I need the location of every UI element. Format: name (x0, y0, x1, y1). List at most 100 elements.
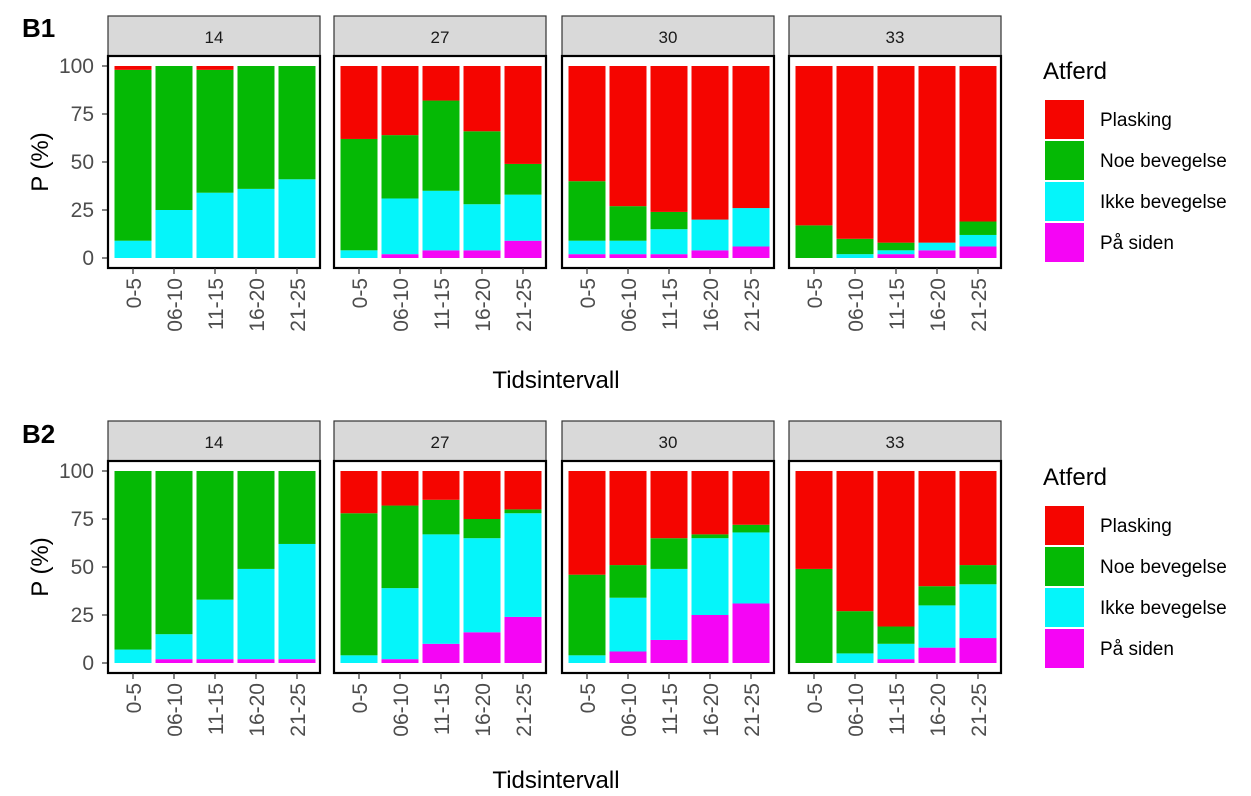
bar-segment (650, 639, 688, 663)
panel-border (560, 459, 776, 675)
bar-segment (381, 659, 419, 663)
bar-segment (609, 651, 647, 663)
bar-segment (609, 66, 647, 207)
facet-strip (788, 15, 1002, 57)
facet-strip-label: 30 (659, 433, 678, 452)
facet-strip-label: 27 (431, 433, 450, 452)
bar-segment (877, 659, 915, 663)
facet-panel-14: 14 0-5 06-10 11-15 16-20 21-25 (106, 420, 322, 737)
legend-key (1045, 588, 1084, 627)
bar-segment (504, 509, 542, 514)
bar-segment (650, 211, 688, 230)
bar-segment (504, 513, 542, 617)
x-tick-label: 11-15 (659, 683, 682, 735)
bar-segment (691, 538, 729, 615)
x-tick-label: 11-15 (659, 278, 682, 330)
x-tick-label: 21-25 (287, 683, 310, 737)
bar-segment (381, 254, 419, 258)
legend-label: Noe bevegelse (1100, 557, 1227, 578)
bar-segment (196, 471, 234, 600)
bar-segment (381, 471, 419, 506)
x-tick-label: 06-10 (390, 683, 413, 737)
y-tick-label: 100 (59, 460, 94, 483)
facet-strip (788, 420, 1002, 462)
bar-segment (114, 649, 152, 663)
bar-segment (568, 655, 606, 663)
bar-segment (568, 181, 606, 241)
bar-segment (691, 219, 729, 251)
bar-segment (918, 647, 956, 663)
bar-segment (877, 471, 915, 627)
bar-segment (196, 66, 234, 70)
x-tick-label: 21-25 (287, 278, 310, 332)
facet-strip-label: 33 (886, 28, 905, 47)
y-tick-label: 25 (71, 604, 94, 627)
bar-segment (340, 513, 378, 656)
bar-segment (732, 524, 770, 533)
panel-border (106, 459, 322, 675)
x-axis-title: Tidsintervall (492, 367, 619, 394)
x-tick-label: 16-20 (472, 683, 495, 737)
bar-segment (155, 471, 193, 635)
facet-strip-label: 30 (659, 28, 678, 47)
bar-segment (196, 69, 234, 193)
bar-segment (504, 471, 542, 510)
bar-segment (959, 471, 997, 566)
panel-border (332, 459, 548, 675)
bar-segment (877, 626, 915, 644)
bar-segment (422, 534, 460, 644)
bar-segment (918, 66, 956, 243)
x-tick-label: 06-10 (845, 683, 868, 737)
x-tick-label: 21-25 (513, 683, 536, 737)
facet-panel-27: 27 0-5 06-10 11-15 16-20 21-25 (332, 15, 548, 332)
x-tick-label: 0-5 (349, 278, 372, 308)
legend-label: På siden (1100, 639, 1174, 660)
x-tick-label: 06-10 (390, 278, 413, 332)
bar-segment (959, 234, 997, 247)
x-tick-label: 16-20 (472, 278, 495, 332)
x-tick-label: 06-10 (618, 278, 641, 332)
bar-segment (795, 225, 833, 258)
x-tick-label: 0-5 (123, 278, 146, 308)
bar-segment (959, 638, 997, 663)
bar-segment (691, 615, 729, 663)
legend-title: Atferd (1043, 58, 1107, 85)
bar-segment (340, 471, 378, 514)
panel-border (106, 54, 322, 270)
bar-segment (114, 66, 152, 70)
x-tick-label: 0-5 (577, 278, 600, 308)
bar-segment (463, 632, 501, 663)
bar-segment (732, 532, 770, 604)
x-tick-label: 0-5 (577, 683, 600, 713)
bar-segment (918, 471, 956, 587)
bar-segment (959, 246, 997, 258)
facet-panel-30: 30 0-5 06-10 11-15 16-20 21-25 (560, 420, 776, 737)
legend-label: Ikke bevegelse (1100, 192, 1227, 213)
bar-segment (836, 238, 874, 255)
panel-border (560, 54, 776, 270)
bar-segment (340, 250, 378, 258)
bar-segment (732, 66, 770, 209)
bar-segment (918, 250, 956, 258)
x-tick-label: 21-25 (968, 683, 991, 737)
x-tick-label: 16-20 (700, 278, 723, 332)
bar-segment (237, 471, 275, 569)
bar-segment (381, 66, 419, 136)
bar-segment (463, 538, 501, 633)
bar-segment (836, 66, 874, 239)
bar-segment (732, 471, 770, 525)
panel-border (787, 459, 1003, 675)
bar-segment (650, 229, 688, 255)
bar-segment (877, 66, 915, 243)
bar-segment (463, 131, 501, 205)
bar-segment (278, 659, 316, 663)
x-tick-label: 0-5 (349, 683, 372, 713)
x-tick-label: 16-20 (927, 683, 950, 737)
bar-segment (237, 659, 275, 663)
bar-segment (691, 471, 729, 535)
bar-segment (278, 66, 316, 180)
legend-key (1045, 141, 1084, 180)
bar-segment (650, 254, 688, 258)
legend-key (1045, 182, 1084, 221)
bar-segment (918, 605, 956, 648)
